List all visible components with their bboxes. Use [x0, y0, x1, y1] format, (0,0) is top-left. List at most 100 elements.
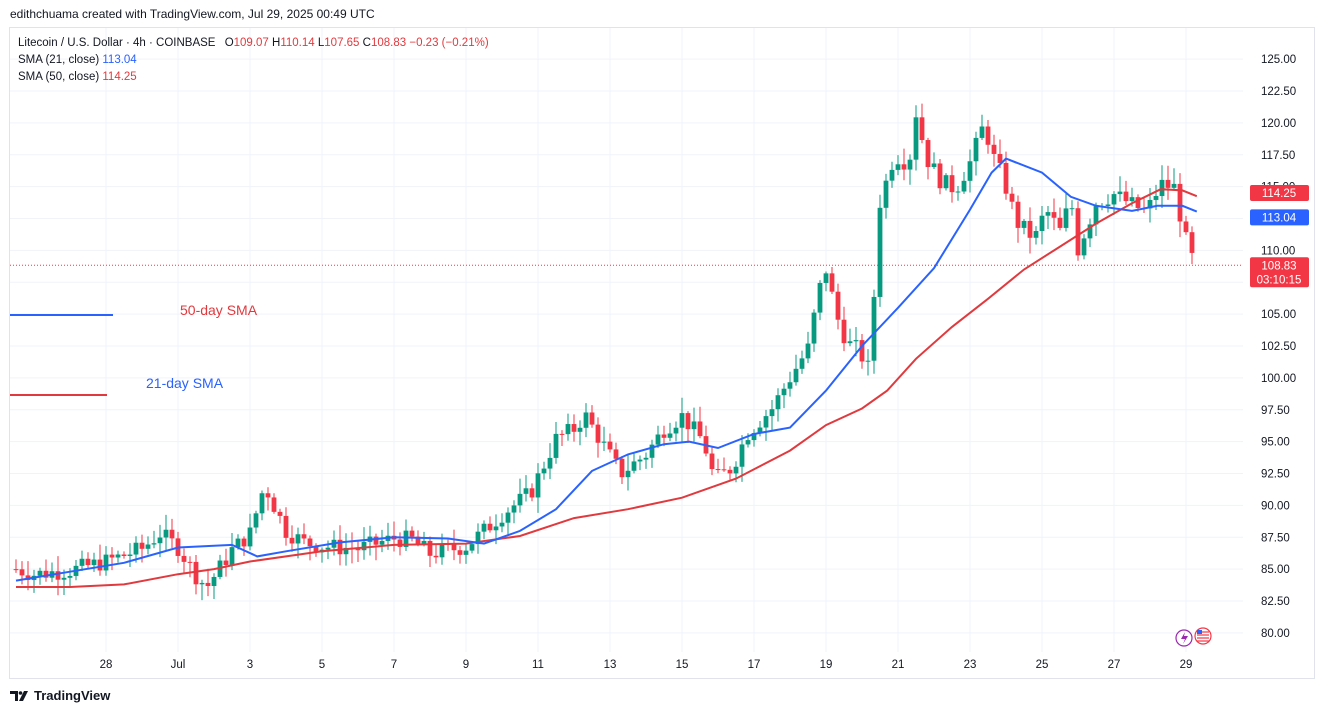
chart-credit: edithchuama created with TradingView.com…: [10, 7, 375, 21]
candle-body: [553, 433, 559, 458]
candle-down: [169, 518, 175, 549]
candle-body: [547, 457, 553, 469]
candle-up: [1045, 206, 1051, 229]
candle-down: [529, 483, 535, 502]
candle-up: [787, 371, 793, 397]
candle-body: [637, 459, 643, 462]
candle-up: [103, 546, 109, 576]
candle-body: [409, 530, 415, 537]
candle-up: [877, 194, 883, 307]
candle-body: [523, 488, 529, 494]
candle-down: [409, 526, 415, 542]
candle-body: [247, 527, 253, 547]
candle-body: [1105, 204, 1111, 206]
candle-body: [823, 273, 829, 283]
candle-up: [115, 550, 121, 563]
candle-up: [361, 527, 367, 560]
annotations: 50-day SMA 21-day SMA: [10, 302, 1212, 647]
candle-down: [937, 158, 943, 195]
y-tick-label: 85.00: [1261, 564, 1290, 576]
candle-body: [1189, 232, 1195, 253]
candle-body: [115, 554, 121, 558]
y-tick-label: 105.00: [1261, 309, 1296, 321]
candle-body: [67, 575, 73, 578]
candle-body: [673, 427, 679, 434]
candle-body: [487, 523, 493, 531]
candle-down: [487, 516, 493, 533]
legend-sma21[interactable]: SMA (21, close) 113.04: [18, 52, 489, 69]
candle-body: [979, 126, 985, 138]
candle-down: [901, 148, 907, 181]
footer-brand[interactable]: TradingView: [10, 688, 110, 703]
candle-body: [205, 582, 211, 586]
candle-body: [811, 312, 817, 344]
candle-body: [397, 539, 403, 547]
candle-up: [511, 500, 517, 524]
candle-down: [727, 466, 733, 480]
candle-down: [1183, 215, 1189, 235]
candle-up: [475, 523, 481, 554]
candle-body: [685, 413, 691, 430]
candle-up: [769, 400, 775, 431]
candle-body: [865, 360, 871, 362]
candle-body: [697, 421, 703, 437]
candle-down: [1027, 207, 1033, 254]
candle-body: [313, 546, 319, 553]
candle-body: [325, 547, 331, 550]
candle-body: [259, 493, 265, 514]
candle-up: [895, 155, 901, 176]
candle-body: [265, 493, 271, 498]
candle-up: [907, 154, 913, 185]
candle-body: [631, 461, 637, 471]
candle-down: [25, 561, 31, 591]
candle-up: [61, 569, 67, 596]
candle-body: [1177, 183, 1183, 222]
candle-up: [763, 409, 769, 441]
x-tick-label: 19: [820, 659, 833, 671]
candle-body: [145, 544, 151, 549]
sma50-value: 114.25: [102, 71, 137, 83]
candle-up: [133, 536, 139, 563]
candle-up: [319, 547, 325, 563]
symbol-title[interactable]: Litecoin / U.S. Dollar · 4h · COINBASE: [18, 37, 216, 49]
candle-up: [403, 519, 409, 552]
candle-up: [577, 420, 583, 446]
candle-body: [97, 559, 103, 571]
candle-body: [109, 554, 115, 558]
flag-canton: [1197, 630, 1202, 634]
candle-body: [451, 544, 457, 551]
candle-up: [805, 331, 811, 364]
y-tick-label: 110.00: [1261, 245, 1295, 257]
candle-body: [133, 542, 139, 555]
candle-body: [559, 433, 565, 435]
candle-body: [361, 541, 367, 551]
candle-body: [949, 175, 955, 193]
candle-body: [241, 538, 247, 547]
candle-down: [1165, 165, 1171, 200]
candle-body: [169, 529, 175, 539]
candle-body: [907, 159, 913, 170]
candle-body: [1159, 179, 1165, 197]
candle-up: [913, 105, 919, 171]
candle-body: [769, 409, 775, 417]
candle-down: [559, 430, 565, 447]
candle-body: [499, 522, 505, 527]
candle-down: [433, 543, 439, 564]
candle-body: [1063, 208, 1069, 228]
price-axis: 80.00 82.50 85.00 87.50 90.00 92.50 95.00 97.50…: [1261, 54, 1296, 640]
sma21-price-label-bg: [1250, 209, 1309, 226]
candle-body: [601, 441, 607, 443]
candle-body: [613, 449, 619, 459]
candle-up: [817, 280, 823, 321]
candle-body: [103, 554, 109, 571]
candle-up: [667, 422, 673, 442]
candle-body: [505, 512, 511, 523]
candle-body: [787, 382, 793, 389]
candle-body: [619, 458, 625, 478]
last-price-label-bg: [1250, 257, 1309, 288]
legend-sma50[interactable]: SMA (50, close) 114.25: [18, 69, 489, 86]
candle-down: [283, 507, 289, 546]
candle-up: [799, 350, 805, 374]
sma21-label: SMA (21, close): [18, 54, 100, 66]
